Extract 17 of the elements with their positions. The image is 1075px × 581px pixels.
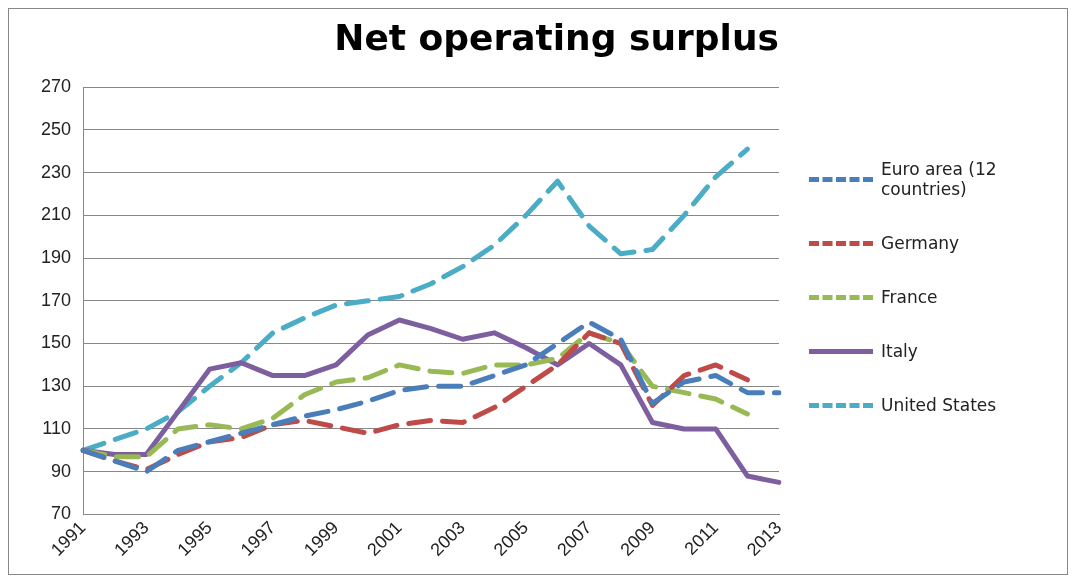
y-tick-label: 230 (40, 161, 72, 182)
chart-title: Net operating surplus (334, 16, 779, 58)
y-tick-label: 170 (40, 289, 72, 310)
y-tick-label: 210 (40, 204, 72, 225)
legend-label: United States (881, 395, 997, 415)
legend-label: Germany (881, 233, 960, 253)
y-tick-label: 70 (51, 503, 72, 524)
y-tick-label: 110 (42, 417, 72, 438)
legend-label: Euro area (12 countries) (881, 159, 998, 199)
y-tick-label: 270 (40, 76, 72, 97)
y-tick-label: 250 (40, 118, 72, 139)
y-tick-label: 150 (40, 332, 72, 353)
y-tick-label: 130 (40, 375, 72, 396)
legend-label: Italy (881, 341, 918, 361)
y-tick-label: 90 (51, 460, 72, 481)
legend-label: France (881, 287, 938, 307)
y-tick-label: 190 (40, 247, 72, 268)
